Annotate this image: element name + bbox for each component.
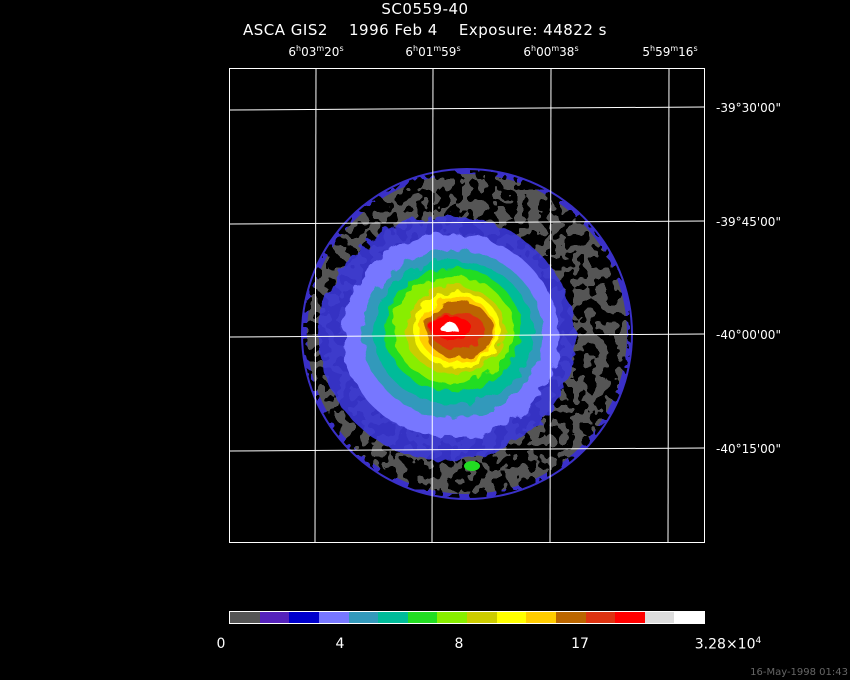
colorbar-swatch xyxy=(585,612,616,623)
dec-tick-label: -39°45'00" xyxy=(716,215,781,229)
ra-tick-label: 5h59m16s xyxy=(642,44,698,59)
exposure-label: Exposure: 44822 s xyxy=(458,21,607,39)
image-frame xyxy=(229,68,705,543)
colorbar-swatch xyxy=(555,612,586,623)
colorbar-max-label: 3.28×104 xyxy=(694,636,762,653)
colorbar-label: 8 xyxy=(454,636,464,652)
ra-tick-label: 6h01m59s xyxy=(405,44,461,59)
colorbar-swatch xyxy=(348,612,379,623)
colorbar xyxy=(229,611,705,624)
ra-tick-label: 6h00m38s xyxy=(523,44,579,59)
dec-tick-label: -40°15'00" xyxy=(716,442,781,456)
colorbar-swatch xyxy=(615,612,645,623)
colorbar-swatch xyxy=(289,612,319,623)
dec-tick-label: -39°30'00" xyxy=(716,101,781,115)
ra-tick-label: 6h03m20s xyxy=(288,44,344,59)
edge-source xyxy=(464,461,480,471)
date-label: 1996 Feb 4 xyxy=(349,21,438,39)
colorbar-swatch xyxy=(644,612,675,623)
colorbar-swatch xyxy=(318,612,349,623)
colorbar-swatch xyxy=(674,612,704,623)
colorbar-label: 4 xyxy=(335,636,345,652)
object-title: SC0559-40 xyxy=(381,0,469,18)
observation-info: ASCA GIS2 1996 Feb 4 Exposure: 44822 s xyxy=(0,21,850,39)
colorbar-label: 0 xyxy=(216,636,226,652)
dec-tick-label: -40°00'00" xyxy=(716,328,781,342)
xray-image xyxy=(229,68,705,543)
colorbar-label: 17 xyxy=(571,636,589,652)
instrument-label: ASCA GIS2 xyxy=(243,21,328,39)
colorbar-swatch xyxy=(378,612,408,623)
colorbar-swatch xyxy=(259,612,290,623)
colorbar-swatch xyxy=(437,612,467,623)
colorbar-swatch xyxy=(526,612,556,623)
colorbar-swatch xyxy=(407,612,438,623)
colorbar-swatch xyxy=(496,612,527,623)
colorbar-swatch xyxy=(467,612,497,623)
coordinate-grid xyxy=(229,68,705,543)
footer-date: 16-May-1998 01:43 xyxy=(750,667,848,678)
colorbar-swatch xyxy=(230,612,260,623)
